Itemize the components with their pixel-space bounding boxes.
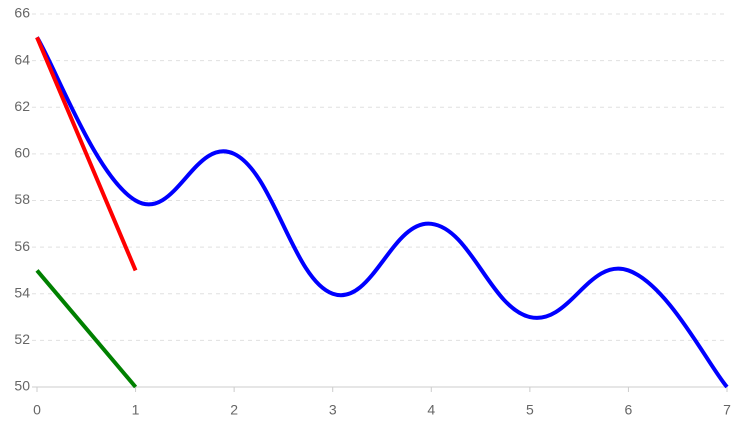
x-tick-label: 4: [427, 402, 435, 418]
y-tick-label: 56: [14, 238, 30, 254]
line-series: [35, 269, 138, 389]
y-tick-label: 60: [14, 145, 30, 161]
x-tick-label: 7: [723, 402, 731, 418]
x-tick-label: 1: [132, 402, 140, 418]
line-series: [35, 36, 138, 272]
line-series: [35, 36, 729, 389]
y-tick-label: 64: [14, 51, 30, 67]
y-tick-label: 54: [14, 284, 30, 300]
x-tick-label: 0: [33, 402, 41, 418]
x-tick-label: 6: [625, 402, 633, 418]
y-tick-label: 62: [14, 98, 30, 114]
x-tick-label: 2: [230, 402, 238, 418]
y-tick-label: 52: [14, 331, 30, 347]
y-tick-label: 58: [14, 191, 30, 207]
y-tick-label: 66: [14, 5, 30, 21]
x-tick-label: 5: [526, 402, 534, 418]
y-tick-label: 50: [14, 378, 30, 394]
x-tick-label: 3: [329, 402, 337, 418]
